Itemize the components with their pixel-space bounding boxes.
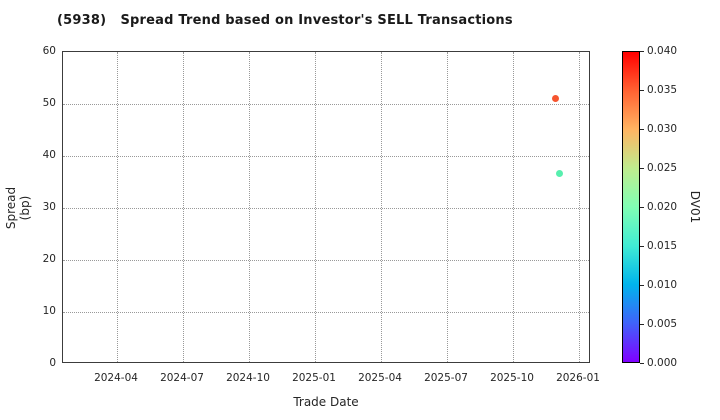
colorbar-tick (640, 363, 644, 364)
x-tick-label: 2025-01 (292, 372, 336, 384)
colorbar (622, 51, 640, 363)
colorbar-tick (640, 90, 644, 91)
colorbar-label: DV01 (688, 190, 702, 224)
colorbar-tick-label: 0.035 (647, 84, 678, 96)
colorbar-tick-label: 0.000 (647, 357, 678, 369)
y-tick-label: 20 (42, 253, 56, 265)
y-gridline (63, 104, 589, 105)
x-tick-label: 2025-10 (490, 372, 534, 384)
x-tick-label: 2026-01 (556, 372, 600, 384)
y-tick-label: 40 (42, 149, 56, 161)
colorbar-tick-label: 0.040 (647, 45, 678, 57)
colorbar-tick-label: 0.025 (647, 162, 678, 174)
colorbar-tick-label: 0.010 (647, 279, 678, 291)
y-tick-label: 30 (42, 201, 56, 213)
x-axis-label: Trade Date (293, 395, 359, 409)
y-gridline (63, 208, 589, 209)
y-tick-label: 10 (42, 305, 56, 317)
y-tick-label: 60 (42, 45, 56, 57)
colorbar-tick (640, 51, 644, 52)
x-gridline (579, 52, 580, 362)
x-gridline (447, 52, 448, 362)
colorbar-tick (640, 246, 644, 247)
x-gridline (183, 52, 184, 362)
x-gridline (315, 52, 316, 362)
x-tick-label: 2024-04 (94, 372, 138, 384)
x-tick-label: 2024-10 (226, 372, 270, 384)
data-point (556, 170, 564, 178)
colorbar-tick (640, 168, 644, 169)
colorbar-tick (640, 207, 644, 208)
y-tick-label: 0 (49, 357, 56, 369)
y-gridline (63, 312, 589, 313)
x-gridline (249, 52, 250, 362)
x-tick-label: 2025-04 (358, 372, 402, 384)
y-gridline (63, 260, 589, 261)
colorbar-tick (640, 129, 644, 130)
colorbar-tick-label: 0.005 (647, 318, 678, 330)
x-tick-label: 2024-07 (160, 372, 204, 384)
data-point (552, 95, 560, 103)
colorbar-tick (640, 285, 644, 286)
colorbar-tick-label: 0.020 (647, 201, 678, 213)
x-gridline (117, 52, 118, 362)
x-gridline (513, 52, 514, 362)
chart-title: (5938) Spread Trend based on Investor's … (57, 13, 513, 28)
y-tick-label: 50 (42, 97, 56, 109)
colorbar-tick-label: 0.015 (647, 240, 678, 252)
plot-area (62, 51, 590, 363)
x-tick-label: 2025-07 (424, 372, 468, 384)
x-gridline (381, 52, 382, 362)
colorbar-tick (640, 324, 644, 325)
y-gridline (63, 156, 589, 157)
colorbar-tick-label: 0.030 (647, 123, 678, 135)
